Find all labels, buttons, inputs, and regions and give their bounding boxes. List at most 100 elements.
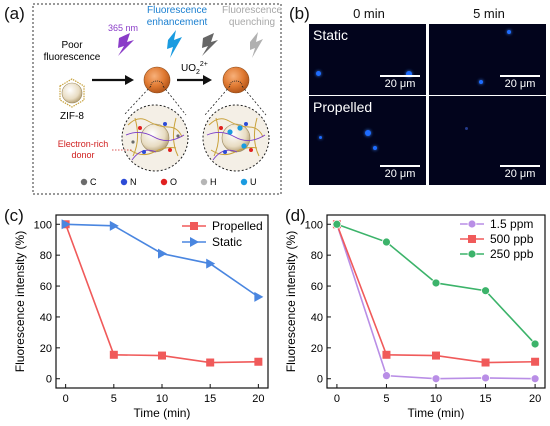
data-point <box>254 357 263 366</box>
x-tick-label: 15 <box>479 393 491 405</box>
uv-lightning-2 <box>202 33 218 56</box>
nm-label: 365 nm <box>108 23 138 33</box>
data-point <box>481 373 490 383</box>
data-point <box>206 358 215 367</box>
x-tick-label: 10 <box>156 393 168 405</box>
legend-atom-u <box>240 178 248 186</box>
col-title-5min: 5 min <box>473 6 505 21</box>
particle-dot <box>365 130 371 136</box>
legend-atom-h <box>200 178 208 186</box>
data-point <box>382 237 391 247</box>
schematic-svg: C N O H U Poor fluorescence ZIF-8 365 nm Fluo… <box>32 3 282 195</box>
legend-marker <box>467 249 477 259</box>
scale-bar: 20 μm <box>500 165 540 180</box>
legend-marker <box>468 235 476 243</box>
x-tick-label: 20 <box>252 393 264 405</box>
legend-label-n: N <box>130 177 137 187</box>
enhancement-label: Fluorescence enhancement <box>147 5 208 28</box>
arrow-1 <box>92 75 134 85</box>
x-tick-label: 5 <box>111 393 117 405</box>
row-label-propelled: Propelled <box>313 99 373 115</box>
legend-label: Propelled <box>212 219 263 233</box>
y-tick-label: 80 <box>311 250 323 262</box>
y-tick-label: 60 <box>40 281 52 293</box>
uranyl-label: UO22+ <box>181 61 208 76</box>
micrograph-static-5min: 20 μm <box>429 24 546 95</box>
data-point <box>382 371 391 381</box>
x-axis-title: Time (min) <box>408 406 465 420</box>
legend-label: 500 ppb <box>490 232 534 246</box>
particle-dot <box>507 30 511 34</box>
y-tick-label: 20 <box>40 343 52 355</box>
x-tick-label: 5 <box>383 393 389 405</box>
data-point <box>109 350 118 359</box>
scale-bar: 20 μm <box>380 75 420 90</box>
zif8-particle <box>59 78 85 108</box>
legend-atom-c <box>80 178 88 186</box>
legend-label-h: H <box>210 177 217 187</box>
x-tick-label: 10 <box>430 393 442 405</box>
legend-label: 250 ppb <box>490 247 534 261</box>
legend-atom-o <box>160 178 168 186</box>
data-point <box>530 374 540 384</box>
chart-c-svg: 0 5 10 15 20 0 20 40 60 80 100 Time (min) Fluorescen… <box>13 214 269 420</box>
data-point <box>431 374 441 384</box>
x-tick-label: 20 <box>529 393 541 405</box>
micrograph-propelled-5min: 20 μm <box>429 96 546 185</box>
quenching-label: Fluorescence quenching <box>222 5 282 28</box>
legend-label: 1.5 ppm <box>490 217 533 231</box>
frame <box>32 3 282 195</box>
particle-dot <box>319 136 322 139</box>
zoom-lines <box>123 85 267 116</box>
particle-dot <box>465 127 468 130</box>
y-tick-label: 60 <box>311 281 323 293</box>
data-point <box>531 357 540 366</box>
panel-a-schematic: C N O H U Poor fluorescence ZIF-8 365 nm Fluo… <box>0 0 285 200</box>
zoom-circle-2 <box>202 104 270 172</box>
data-point <box>432 351 440 360</box>
row-label-static: Static <box>313 27 349 43</box>
y-tick-label: 20 <box>311 343 323 355</box>
particle-dot <box>406 71 412 77</box>
y-tick-label: 100 <box>305 219 323 231</box>
y-axis-title: Fluorescence intensity (%) <box>284 231 298 372</box>
particle-dot <box>373 146 377 150</box>
legend-label-c: C <box>90 177 97 187</box>
panel-b-label: (b) <box>289 4 310 23</box>
poor-fluorescence-label: Poor fluorescence <box>44 40 101 63</box>
chart-d: 0 5 10 15 20 0 20 40 60 80 100 Time (min) Fluorescen… <box>275 200 550 421</box>
data-point <box>254 291 264 302</box>
data-point <box>61 219 71 230</box>
chart-c: 0 5 10 15 20 0 20 40 60 80 100 Time (min) Fluorescen… <box>0 200 275 421</box>
data-point <box>158 351 166 360</box>
particle-dot <box>316 71 321 76</box>
legend-marker <box>190 222 198 230</box>
legend-atom-n <box>120 178 128 186</box>
x-tick-label: 0 <box>63 393 69 405</box>
y-tick-label: 100 <box>34 219 52 231</box>
legend-label: Static <box>212 235 242 249</box>
data-point <box>530 339 540 349</box>
data-point <box>481 358 490 367</box>
data-point <box>431 278 441 288</box>
legend-label-o: O <box>170 177 177 187</box>
y-tick-label: 40 <box>40 312 52 324</box>
y-tick-label: 40 <box>311 312 323 324</box>
scale-bar: 20 μm <box>380 165 420 180</box>
data-point <box>158 248 167 259</box>
data-point <box>109 220 119 231</box>
y-tick-label: 0 <box>46 374 52 386</box>
zif8-label: ZIF-8 <box>60 111 84 122</box>
micrograph-static-0min: Static 20 μm <box>309 24 426 95</box>
micrograph-propelled-0min: Propelled 20 μm <box>309 96 426 185</box>
panel-c-label: (c) <box>4 206 24 225</box>
emission-lightning <box>167 30 182 58</box>
data-point <box>206 258 216 269</box>
panel-a-label: (a) <box>4 4 25 23</box>
y-axis-title: Fluorescence intensity (%) <box>13 231 27 372</box>
y-tick-label: 0 <box>317 374 323 386</box>
data-point <box>481 286 490 296</box>
y-tick-label: 80 <box>40 250 52 262</box>
legend-label-u: U <box>250 177 257 187</box>
